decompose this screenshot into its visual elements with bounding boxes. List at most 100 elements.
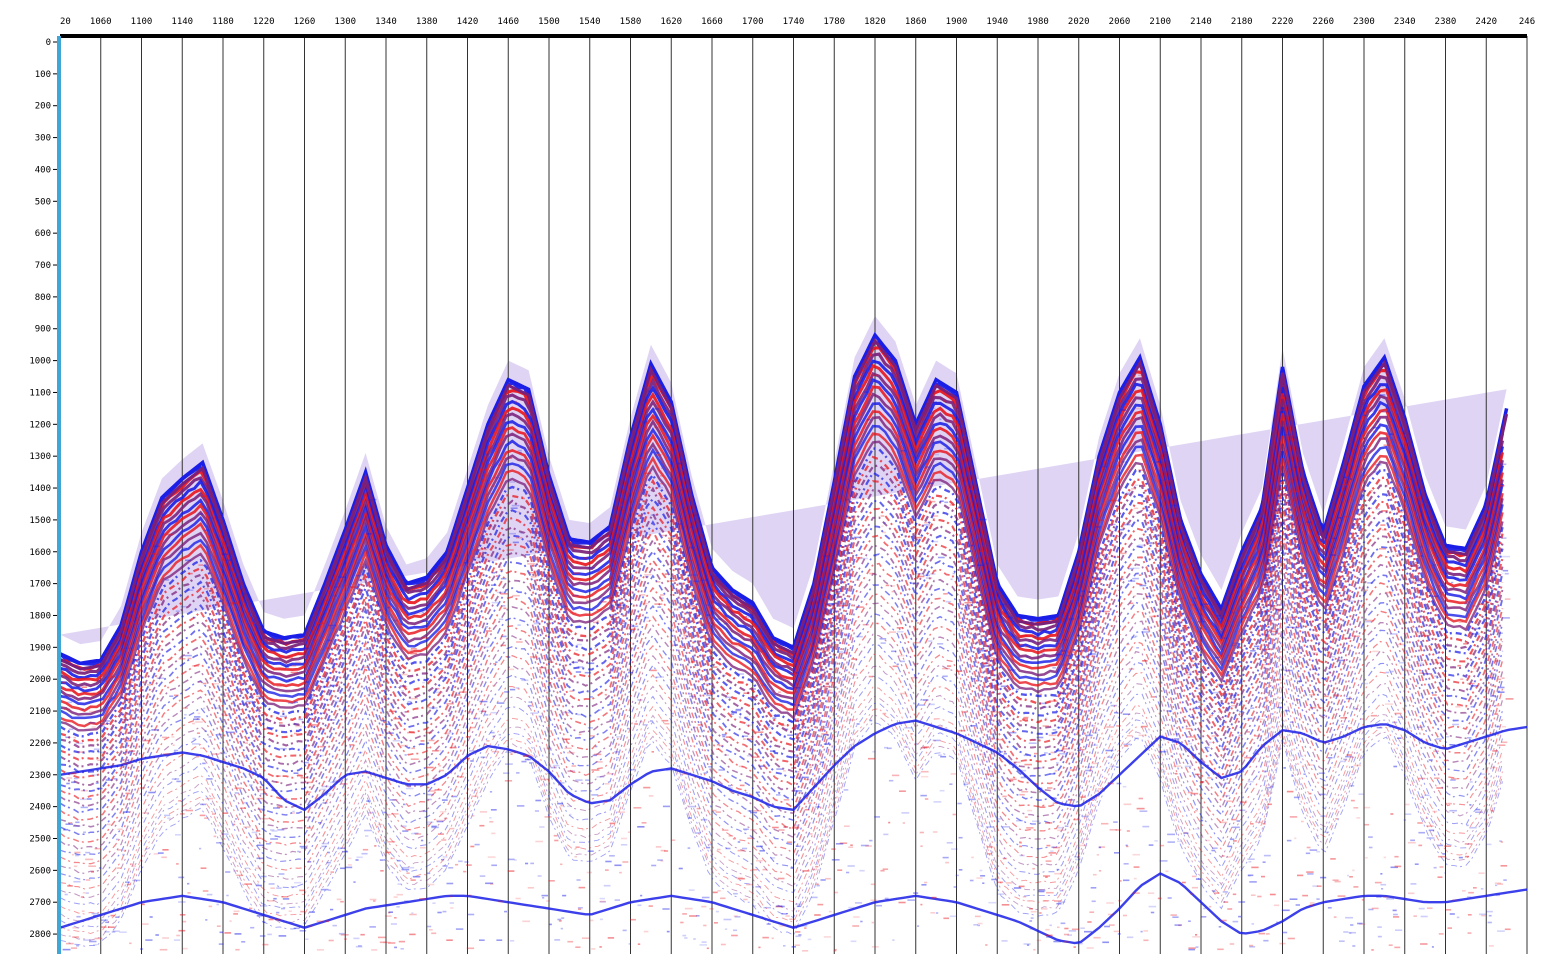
noise-speck (745, 792, 748, 794)
noise-speck (1068, 799, 1074, 801)
noise-speck (256, 857, 264, 860)
noise-speck (337, 847, 341, 850)
y-tick-label: 1500 (29, 516, 51, 526)
noise-speck (636, 615, 641, 617)
noise-speck (560, 927, 563, 930)
noise-speck (340, 867, 346, 870)
noise-speck (1123, 743, 1131, 746)
noise-speck (125, 881, 130, 883)
noise-speck (766, 923, 771, 925)
noise-speck (348, 586, 353, 588)
noise-speck (1068, 930, 1077, 932)
noise-speck (1081, 815, 1089, 818)
noise-speck (522, 497, 525, 500)
noise-speck (332, 924, 337, 927)
noise-speck (481, 548, 488, 551)
noise-speck (1025, 656, 1029, 658)
noise-speck (718, 606, 722, 609)
noise-speck (70, 947, 77, 949)
noise-speck (512, 541, 519, 544)
noise-speck (1238, 734, 1243, 737)
noise-speck (1472, 605, 1478, 607)
noise-speck (1158, 746, 1163, 748)
noise-speck (470, 845, 475, 848)
noise-speck (743, 738, 746, 740)
noise-speck (606, 597, 614, 599)
noise-speck (515, 536, 523, 539)
noise-speck (287, 656, 291, 659)
noise-speck (1222, 855, 1225, 857)
noise-speck (441, 858, 445, 861)
noise-speck (243, 826, 251, 828)
noise-speck (1394, 712, 1402, 715)
noise-speck (93, 914, 96, 917)
noise-speck (813, 763, 818, 766)
noise-speck (811, 868, 815, 871)
noise-speck (478, 650, 481, 653)
noise-speck (1265, 933, 1270, 935)
noise-speck (229, 920, 232, 922)
noise-speck (83, 698, 88, 700)
noise-speck (655, 581, 661, 583)
noise-speck (490, 731, 495, 734)
noise-speck (535, 621, 540, 624)
noise-speck (234, 933, 242, 935)
noise-speck (387, 813, 391, 816)
noise-speck (1318, 641, 1321, 644)
noise-speck (105, 921, 109, 924)
noise-speck (91, 726, 96, 728)
noise-speck (808, 802, 812, 804)
noise-speck (943, 917, 949, 920)
noise-speck (130, 863, 135, 866)
noise-speck (1501, 677, 1505, 679)
x-tick-label: 2420 (1475, 17, 1497, 27)
noise-speck (681, 475, 685, 477)
noise-speck (83, 939, 91, 941)
noise-speck (1374, 881, 1382, 884)
noise-speck (808, 833, 813, 835)
noise-speck (1511, 0, 1517, 2)
noise-speck (1266, 787, 1273, 789)
noise-speck (199, 814, 206, 817)
noise-speck (996, 818, 1002, 820)
noise-speck (1255, 821, 1262, 824)
noise-speck (397, 883, 402, 885)
noise-speck (1403, 505, 1407, 507)
noise-speck (435, 749, 442, 752)
noise-speck (77, 751, 85, 753)
noise-speck (277, 829, 285, 831)
noise-speck (459, 691, 468, 693)
noise-speck (439, 676, 448, 679)
noise-speck (1181, 588, 1186, 591)
noise-speck (1346, 754, 1352, 756)
noise-speck (128, 681, 134, 684)
noise-speck (479, 811, 487, 813)
noise-speck (831, 859, 840, 861)
noise-speck (688, 805, 696, 808)
noise-speck (334, 700, 342, 703)
noise-speck (172, 744, 175, 746)
noise-speck (244, 742, 248, 744)
noise-speck (990, 657, 995, 659)
noise-speck (362, 666, 370, 668)
noise-speck (589, 735, 595, 737)
noise-speck (1024, 645, 1029, 648)
noise-speck (939, 789, 945, 792)
noise-speck (496, 702, 505, 704)
noise-speck (1188, 742, 1192, 745)
noise-speck (369, 692, 376, 694)
noise-speck (738, 716, 741, 718)
noise-speck (1106, 902, 1114, 904)
noise-speck (1409, 565, 1417, 567)
noise-speck (499, 568, 503, 571)
reflection-event (60, 643, 1504, 881)
noise-speck (1426, 837, 1435, 839)
noise-speck (911, 582, 919, 585)
noise-speck (282, 656, 289, 659)
noise-speck (723, 623, 728, 625)
noise-speck (1091, 900, 1096, 903)
noise-speck (1226, 660, 1231, 662)
noise-speck (1086, 654, 1090, 657)
noise-speck (489, 817, 492, 819)
noise-speck (752, 905, 757, 907)
